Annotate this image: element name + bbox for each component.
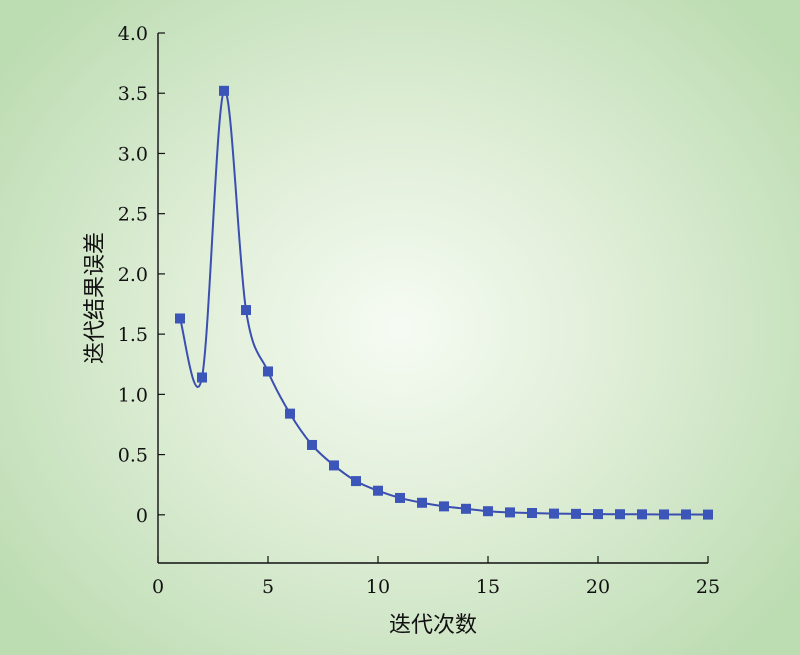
data-point-19	[571, 508, 581, 519]
y-tick-label-1: 0.5	[118, 445, 148, 467]
data-point-21	[615, 509, 625, 520]
data-point-12	[417, 497, 427, 508]
y-tick-label-3: 1.5	[118, 324, 148, 346]
data-point-9	[351, 476, 361, 487]
data-point-24	[681, 509, 691, 520]
data-point-11	[395, 492, 405, 503]
x-tick-label-4: 20	[586, 576, 610, 598]
data-point-22	[637, 509, 647, 520]
data-point-25	[703, 509, 713, 520]
y-tick-label-4: 2.0	[118, 264, 148, 286]
y-tick-label-5: 2.5	[118, 204, 148, 226]
data-point-8	[329, 460, 339, 471]
data-point-6	[285, 408, 295, 419]
series-markers	[175, 85, 713, 520]
x-tick-label-0: 0	[152, 576, 164, 598]
x-ticks: 0 5 10 15 20 25	[152, 556, 720, 598]
data-point-16	[505, 507, 515, 518]
y-tick-label-8: 4.0	[118, 23, 148, 45]
data-point-2	[197, 372, 207, 383]
data-point-18	[549, 508, 559, 519]
x-tick-label-1: 5	[262, 576, 274, 598]
y-tick-label-6: 3.0	[118, 143, 148, 165]
data-point-7	[307, 439, 317, 450]
data-point-17	[527, 508, 537, 519]
data-point-3	[219, 85, 229, 96]
data-point-5	[263, 366, 273, 377]
data-point-4	[241, 305, 251, 316]
axes	[157, 33, 708, 564]
y-tick-label-2: 1.0	[118, 384, 148, 406]
data-point-1	[175, 313, 185, 324]
data-point-10	[373, 485, 383, 496]
x-tick-label-3: 15	[476, 576, 500, 598]
y-axis-title: 迭代结果误差	[83, 232, 108, 364]
x-tick-label-2: 10	[366, 576, 390, 598]
data-point-13	[439, 501, 449, 512]
data-point-14	[461, 503, 471, 514]
y-ticks: 0 0.5 1.0 1.5 2.0 2.5 3.0 3.5 4.0	[118, 23, 165, 527]
data-point-20	[593, 509, 603, 520]
x-tick-label-5: 25	[696, 576, 720, 598]
x-axis-title: 迭代次数	[389, 613, 477, 638]
data-point-15	[483, 506, 493, 517]
y-tick-label-0: 0	[136, 505, 148, 527]
series-line	[179, 89, 709, 516]
y-tick-label-7: 3.5	[118, 83, 148, 105]
data-point-23	[659, 509, 669, 520]
